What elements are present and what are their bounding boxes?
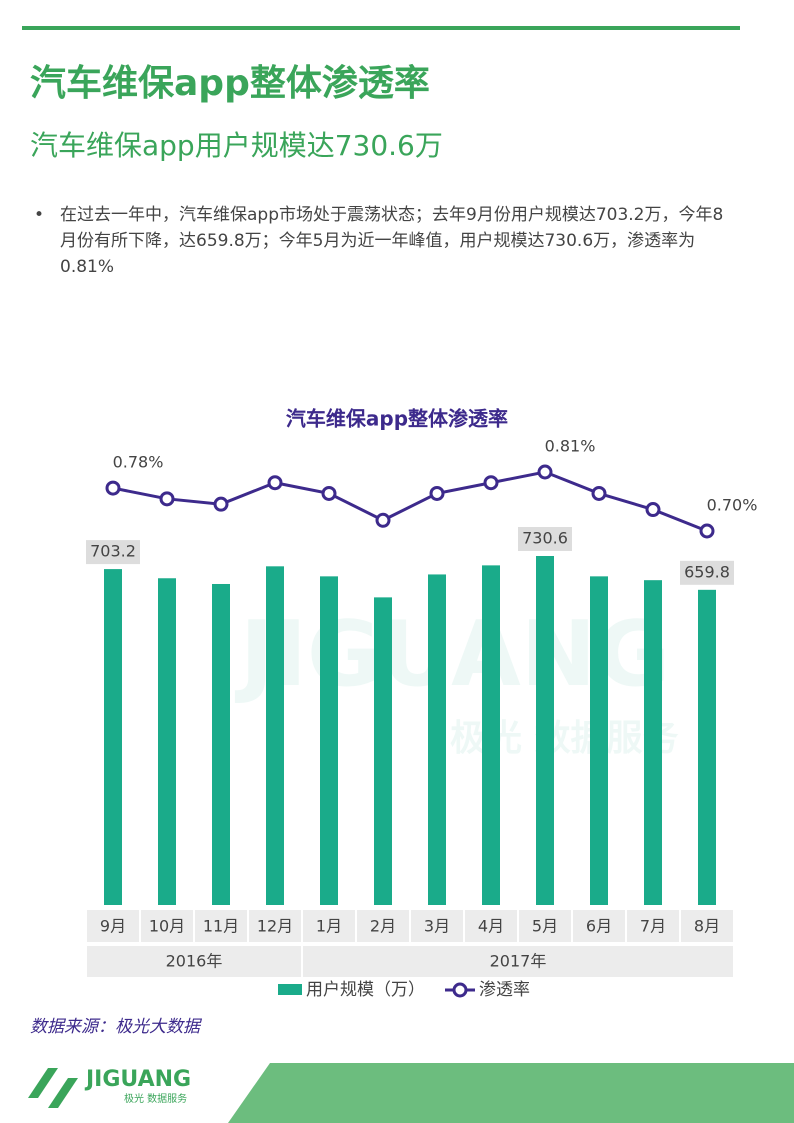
footer-band xyxy=(228,1063,794,1123)
bar xyxy=(428,574,446,905)
line-point xyxy=(645,502,661,518)
data-label: 0.78% xyxy=(113,453,164,472)
group-cell xyxy=(303,946,733,977)
line-point xyxy=(483,475,499,491)
data-label: 659.8 xyxy=(684,562,730,581)
x-tick-label: 10月 xyxy=(149,917,185,936)
page-subtitle: 汽车维保app用户规模达730.6万 xyxy=(30,129,443,162)
category-cell xyxy=(411,910,463,942)
chart-title: 汽车维保app整体渗透率 xyxy=(286,407,508,431)
line-point xyxy=(159,491,175,507)
line-point xyxy=(429,485,445,501)
logo-icon xyxy=(28,1068,78,1108)
x-tick-label: 4月 xyxy=(478,917,504,936)
bar xyxy=(104,569,122,905)
category-cell xyxy=(681,910,733,942)
category-cell xyxy=(573,910,625,942)
bar xyxy=(644,580,662,905)
data-label: 0.70% xyxy=(707,496,758,515)
x-tick-label: 5月 xyxy=(532,917,558,936)
line-point xyxy=(591,485,607,501)
bar xyxy=(536,556,554,905)
x-tick-label: 2月 xyxy=(370,917,396,936)
source: 数据来源：极光大数据 xyxy=(30,1017,203,1037)
logo-subtext: 极光 数据服务 xyxy=(124,1092,187,1105)
line-point xyxy=(375,512,391,528)
bar xyxy=(590,576,608,905)
bullet-text: 在过去一年中，汽车维保app市场处于震荡状态；去年9月份用户规模达703.2万，… xyxy=(60,205,724,277)
data-label: 0.81% xyxy=(545,437,596,456)
data-label: 730.6 xyxy=(522,529,568,548)
category-cell xyxy=(87,910,139,942)
bar xyxy=(374,597,392,905)
category-cell xyxy=(627,910,679,942)
line xyxy=(112,470,708,533)
data-label-bg xyxy=(680,560,734,585)
line-point xyxy=(267,475,283,491)
line-point xyxy=(537,464,553,480)
data-label-bg xyxy=(518,527,572,551)
x-tick-label: 3月 xyxy=(424,917,450,936)
x-tick-label: 12月 xyxy=(257,917,293,936)
group-label: 2016年 xyxy=(166,952,223,971)
category-cell xyxy=(249,910,301,942)
bullet: • 在过去一年中，汽车维保app市场处于震荡状态；去年9月份用户规模达703.2万… xyxy=(34,202,744,280)
legend-swatch xyxy=(278,984,302,995)
page-title: 汽车维保app整体渗透率 xyxy=(30,63,430,104)
x-tick-label: 1月 xyxy=(316,917,342,936)
x-tick-label: 11月 xyxy=(203,917,239,936)
line-point xyxy=(213,496,229,512)
line-point xyxy=(105,480,121,496)
line-point xyxy=(321,485,337,501)
data-label-bg xyxy=(86,540,140,565)
category-cell xyxy=(357,910,409,942)
data-label: 703.2 xyxy=(90,542,136,561)
legend-swatch xyxy=(452,982,468,998)
bar xyxy=(212,583,230,905)
category-cell xyxy=(303,910,355,942)
category-cell xyxy=(141,910,193,942)
category-cell xyxy=(465,910,517,942)
category-cell xyxy=(519,910,571,942)
bullet-dot: • xyxy=(34,205,45,225)
x-tick-label: 7月 xyxy=(640,917,666,936)
x-tick-label: 8月 xyxy=(694,917,720,936)
bar xyxy=(320,576,338,905)
group-cell xyxy=(87,946,301,977)
group-label: 2017年 xyxy=(490,952,547,971)
bar xyxy=(482,565,500,905)
x-tick-label: 6月 xyxy=(586,917,612,936)
x-tick-label: 9月 xyxy=(100,917,126,936)
logo-text: JIGUANG xyxy=(84,1067,191,1092)
bar xyxy=(158,578,176,905)
line-point xyxy=(699,523,715,539)
category-cell xyxy=(195,910,247,942)
legend-label: 渗透率 xyxy=(479,980,530,1000)
legend-label: 用户规模（万） xyxy=(306,980,425,1000)
bar xyxy=(698,589,716,905)
bar xyxy=(266,566,284,905)
